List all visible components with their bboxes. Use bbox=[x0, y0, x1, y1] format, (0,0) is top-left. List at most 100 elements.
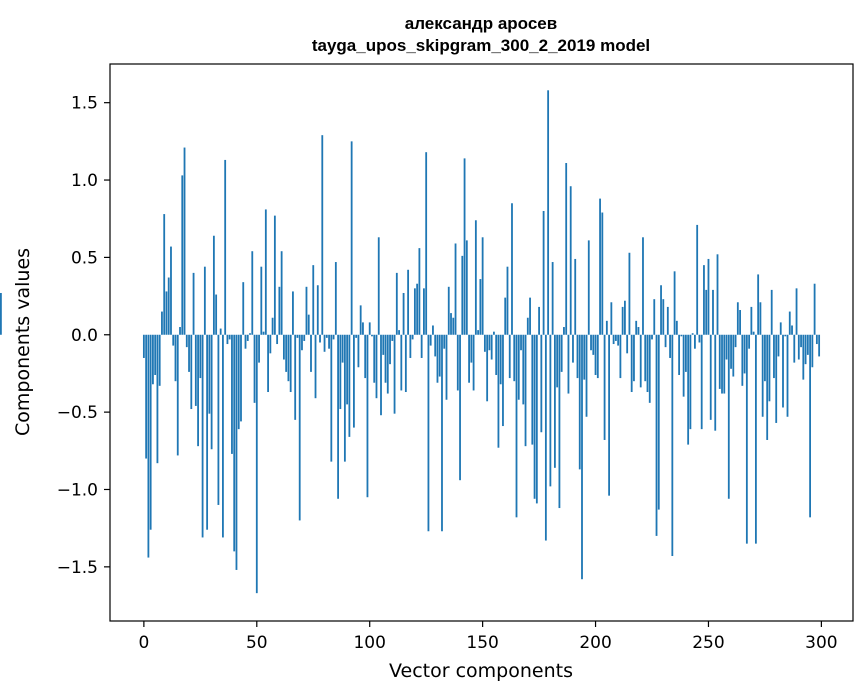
bar-14 bbox=[174, 334, 177, 382]
bar-115 bbox=[402, 292, 405, 335]
bar-24 bbox=[197, 334, 199, 447]
bar-109 bbox=[389, 334, 391, 365]
bar-142 bbox=[463, 158, 466, 335]
bar-266 bbox=[743, 334, 746, 374]
bar-58 bbox=[273, 215, 276, 335]
bar-179 bbox=[547, 90, 550, 335]
bar-6 bbox=[156, 334, 159, 464]
x-tick-label-50: 50 bbox=[246, 633, 268, 653]
bar-265 bbox=[741, 334, 744, 386]
bar-1 bbox=[145, 334, 148, 459]
bar-207 bbox=[610, 302, 613, 335]
bar-228 bbox=[657, 334, 660, 510]
bar-86 bbox=[337, 334, 339, 499]
bar-43 bbox=[240, 334, 242, 422]
bar-230 bbox=[662, 299, 665, 335]
bar-262 bbox=[734, 334, 737, 348]
bar-222 bbox=[644, 334, 647, 382]
y-tick-label-2: −0.5 bbox=[57, 403, 98, 423]
bar-292 bbox=[802, 334, 805, 380]
bar-76 bbox=[314, 334, 317, 399]
bar-52 bbox=[260, 266, 263, 335]
y-tick-label-1: −1.0 bbox=[57, 480, 98, 500]
bar-157 bbox=[497, 334, 500, 448]
bar-117 bbox=[407, 269, 410, 335]
chart-title-line2: tayga_upos_skipgram_300_2_2019 model bbox=[312, 36, 650, 55]
bar-274 bbox=[761, 334, 764, 417]
bar-44 bbox=[242, 282, 245, 335]
bar-33 bbox=[217, 334, 220, 505]
bar-124 bbox=[423, 288, 425, 335]
chart-title-line1: александр аросев bbox=[405, 14, 557, 33]
bar-161 bbox=[506, 266, 509, 335]
bar-36 bbox=[224, 159, 227, 335]
bar-146 bbox=[472, 334, 475, 391]
bar-269 bbox=[750, 306, 753, 335]
bar-87 bbox=[339, 334, 342, 410]
bar-141 bbox=[461, 255, 464, 335]
bar-190 bbox=[572, 334, 574, 363]
bar-252 bbox=[712, 289, 714, 335]
bar-96 bbox=[359, 305, 362, 335]
bar-111 bbox=[393, 334, 396, 414]
x-axis-label: Vector components bbox=[389, 660, 573, 682]
bar-148 bbox=[477, 330, 480, 335]
bar-123 bbox=[420, 334, 423, 358]
bar-131 bbox=[438, 334, 441, 377]
bar-140 bbox=[459, 334, 461, 481]
bar-133 bbox=[443, 334, 446, 349]
bar-35 bbox=[222, 334, 224, 538]
bar-174 bbox=[535, 334, 538, 504]
bar-42 bbox=[237, 334, 240, 430]
bar-232 bbox=[666, 306, 669, 335]
bar-101 bbox=[371, 334, 373, 337]
bar-236 bbox=[675, 320, 678, 335]
bar-18 bbox=[183, 147, 186, 335]
bar-272 bbox=[757, 274, 760, 335]
bar-145 bbox=[470, 334, 473, 363]
x-tick-label-200: 200 bbox=[579, 633, 611, 653]
bar-208 bbox=[612, 334, 615, 345]
bar-79 bbox=[321, 135, 324, 335]
bar-90 bbox=[346, 334, 349, 405]
bar-16 bbox=[179, 327, 181, 335]
bar-75 bbox=[312, 265, 315, 335]
bar-85 bbox=[334, 262, 337, 335]
bar-77 bbox=[316, 285, 319, 335]
bar-250 bbox=[707, 258, 710, 335]
bar-59 bbox=[276, 334, 279, 345]
bar-165 bbox=[515, 334, 518, 518]
bar-198 bbox=[590, 334, 592, 351]
bar-194 bbox=[581, 334, 583, 580]
bar-67 bbox=[294, 334, 297, 420]
bar-63 bbox=[285, 334, 288, 372]
bar-23 bbox=[194, 334, 197, 406]
bar-98 bbox=[364, 334, 367, 379]
bar-156 bbox=[495, 334, 498, 375]
bar-238 bbox=[680, 334, 683, 337]
bar-168 bbox=[522, 334, 525, 405]
bar-49 bbox=[253, 334, 256, 403]
bar-224 bbox=[648, 334, 651, 403]
bar-37 bbox=[226, 334, 229, 345]
bar-163 bbox=[511, 203, 513, 335]
bar-112 bbox=[395, 272, 398, 335]
bar-64 bbox=[287, 334, 290, 382]
bar-226 bbox=[653, 299, 656, 335]
bar-206 bbox=[608, 334, 610, 496]
bar-233 bbox=[669, 334, 671, 358]
bar-61 bbox=[280, 251, 283, 335]
bar-46 bbox=[246, 334, 249, 341]
bar-290 bbox=[797, 334, 800, 360]
bar-296 bbox=[811, 334, 814, 368]
bar-89 bbox=[343, 334, 346, 462]
bar-105 bbox=[380, 334, 382, 416]
bar-246 bbox=[698, 334, 701, 343]
bar-103 bbox=[375, 334, 378, 399]
bar-199 bbox=[592, 334, 595, 355]
bar-193 bbox=[578, 334, 581, 470]
bar-229 bbox=[660, 285, 662, 335]
bar-136 bbox=[450, 313, 452, 335]
bar-171 bbox=[529, 297, 531, 335]
bar-268 bbox=[748, 334, 751, 349]
